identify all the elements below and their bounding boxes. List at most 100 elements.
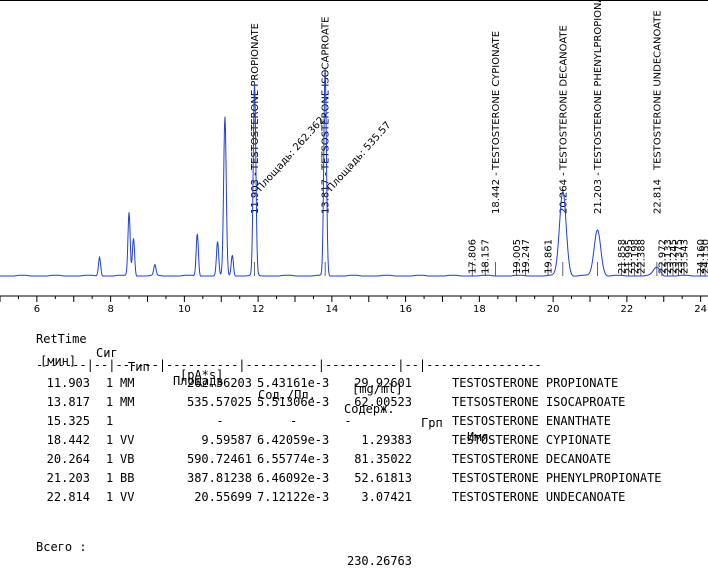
peak-rt-label: 24.160 <box>696 239 707 274</box>
cell-sig: 1 <box>106 376 114 390</box>
x-tick-label: 24 <box>694 304 707 315</box>
peak-area-label: Площадь: 262.362 <box>255 115 328 194</box>
col-header-name: Имя <box>467 430 489 444</box>
x-tick-label: 16 <box>399 304 412 315</box>
peak-rt-label: 13.817 - <box>321 172 332 214</box>
peak-name-label: TESTOSTERONE CYPIONATE <box>491 31 502 171</box>
cell-area: 20.55699 <box>194 490 252 504</box>
cell-area: 387.81238 <box>186 471 252 485</box>
cell-sig: 1 <box>106 433 114 447</box>
cell-ratio: 6.55774e-3 <box>257 452 330 466</box>
cell-type: VB <box>120 452 135 466</box>
cell-name: TESTOSTERONE ENANTHATE <box>452 414 611 428</box>
cell-sig: 1 <box>106 471 114 485</box>
x-tick-label: 8 <box>107 304 113 315</box>
unit-area: [pA*s] <box>180 368 224 382</box>
peak-rt-label: 22.198 <box>630 239 641 274</box>
col-header-signal: Сиг <box>96 346 118 360</box>
peak-rt-label: 11.903 - <box>250 172 261 214</box>
total-value: 230.26763 <box>346 554 412 568</box>
total-label: Всего : <box>36 540 87 554</box>
cell-type: MM <box>120 395 135 409</box>
peak-rt-label: 22.972 <box>657 239 668 274</box>
peak-rt-label: 19.005 <box>512 239 523 274</box>
cell-ratio: 5.43161e-3 <box>257 376 330 390</box>
peak-rt-label: 23.133 <box>663 239 674 274</box>
x-tick-label: 18 <box>473 304 486 315</box>
peak-rt-label: 18.442 - <box>491 172 502 214</box>
cell-rt: 22.814 <box>46 490 90 504</box>
cell-name: TESTOSTERONE PHENYLPROPIONATE <box>452 471 662 485</box>
cell-name: TETSOSTERONE ISOCAPROATE <box>452 395 626 409</box>
unit-amount: [mg/ml] <box>352 382 403 396</box>
report-total-row: Всего : 230.26763 <box>0 526 412 568</box>
cell-area: 262.36203 <box>186 376 252 390</box>
cell-rt: 21.203 <box>46 471 90 485</box>
col-header-amount: Содерж. <box>344 402 395 416</box>
cell-rt: 20.264 <box>46 452 90 466</box>
col-header-group: Грп <box>421 416 443 430</box>
x-tick-label: 22 <box>621 304 634 315</box>
cell-amount: 52.61813 <box>354 471 412 485</box>
cell-rt: 15.325 <box>46 414 90 428</box>
cell-ratio: 5.51306e-3 <box>257 395 330 409</box>
x-tick-label: 6 <box>34 304 40 315</box>
cell-type: BB <box>120 471 135 485</box>
report-header-row: RetTime Сиг Тип Площадь Сод./Пл. Содерж.… <box>0 318 489 444</box>
cell-name: TESTOSTERONE UNDECANOATE <box>452 490 626 504</box>
peak-area-label: Площадь: 535.57 <box>325 120 393 194</box>
unit-rettime: [мин] <box>40 354 77 368</box>
cell-sig: 1 <box>106 490 114 504</box>
x-tick-label: 12 <box>252 304 265 315</box>
peak-rt-label: 23.245 <box>669 239 680 274</box>
report-separator: -------|--|------|----------|----------|… <box>36 358 542 372</box>
col-header-area: Площадь <box>173 374 224 388</box>
cell-type: VV <box>120 433 135 447</box>
cell-amount: 3.07421 <box>361 490 412 504</box>
peak-rt-label: 24.150 <box>701 239 708 274</box>
cell-ratio: 6.42059e-3 <box>257 433 330 447</box>
peak-rt-label: 21.995 <box>624 239 635 274</box>
col-header-area-ratio: Сод./Пл. <box>258 388 316 402</box>
cell-rt: 18.442 <box>46 433 90 447</box>
cell-name: TESTOSTERONE CYPIONATE <box>452 433 611 447</box>
cell-amount: 29.92601 <box>354 376 412 390</box>
peak-name-label: TESTOSTERONE PHENYLPROPIONATE <box>593 0 604 171</box>
cell-area: - <box>216 414 224 428</box>
peak-rt-label: 19.861 <box>544 239 555 274</box>
peak-name-label: TESTOSTERONE UNDECANOATE <box>652 10 663 171</box>
cell-ratio: - <box>290 414 298 428</box>
cell-amount: 1.29383 <box>361 433 412 447</box>
cell-ratio: 7.12122e-3 <box>257 490 330 504</box>
chromatogram: 11.903 - 13.817 - 17.806 18.157 18.442 - 1… <box>0 0 708 315</box>
cell-ratio: 6.46092e-3 <box>257 471 330 485</box>
x-tick-label: 10 <box>178 304 191 315</box>
peak-rt-label: 18.157 <box>481 239 492 274</box>
peak-rt-label: 22.388 <box>636 239 647 274</box>
cell-name: TESTOSTERONE DECANOATE <box>452 452 611 466</box>
cell-sig: 1 <box>106 414 114 428</box>
cell-area: 9.59587 <box>201 433 252 447</box>
peak-rt-label: 23.543 <box>680 239 691 274</box>
chromatogram-trace <box>0 68 708 277</box>
peak-rt-label: 17.806 <box>468 239 479 274</box>
peak-rt-label: 22.814 <box>652 179 663 214</box>
cell-name: TESTOSTERONE PROPIONATE <box>452 376 619 390</box>
peak-name-label: TESTOSTERONE DECANOATE <box>558 25 569 171</box>
x-tick-label: 20 <box>547 304 560 315</box>
col-header-rettime: RetTime <box>36 332 87 346</box>
cell-sig: 1 <box>106 452 114 466</box>
x-tick-label: 14 <box>326 304 339 315</box>
cell-area: 535.57025 <box>186 395 252 409</box>
report-units-row: [мин] [pA*s] [mg/ml] <box>0 340 403 396</box>
col-header-type: Тип <box>128 360 150 374</box>
integration-report: RetTime Сиг Тип Площадь Сод./Пл. Содерж.… <box>0 318 708 568</box>
cell-amount: 81.35022 <box>354 452 412 466</box>
peak-rt-label: 21.203 - <box>593 172 604 214</box>
cell-area: 590.72461 <box>186 452 252 466</box>
cell-rt: 11.903 <box>46 376 90 390</box>
cell-amount: 62.00523 <box>354 395 412 409</box>
peak-rt-label: 19.247 <box>521 239 532 274</box>
cell-sig: 1 <box>106 395 114 409</box>
peak-rt-label: 21.858 <box>617 239 628 274</box>
